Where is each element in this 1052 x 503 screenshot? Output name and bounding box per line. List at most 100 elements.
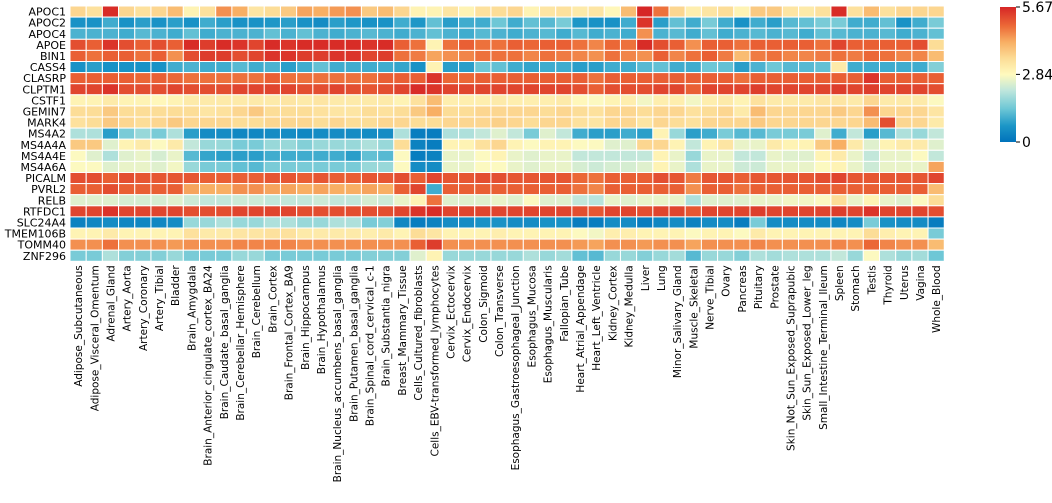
heatmap-cell xyxy=(798,38,816,51)
heatmap-cell xyxy=(263,194,281,207)
heatmap-cell xyxy=(700,183,719,196)
heatmap-cell xyxy=(717,172,735,185)
heatmap-cell xyxy=(344,49,362,63)
heatmap-cell xyxy=(652,94,670,107)
heatmap-cell xyxy=(328,27,346,40)
heatmap-cell xyxy=(571,205,589,218)
heatmap-cell xyxy=(425,27,443,40)
heatmap-cell xyxy=(717,38,735,51)
heatmap-cell xyxy=(717,227,735,240)
heatmap-cell xyxy=(668,249,686,262)
heatmap-cell xyxy=(474,16,492,29)
heatmap-cell xyxy=(506,238,524,251)
heatmap-cell xyxy=(587,5,605,18)
heatmap-cell xyxy=(636,61,654,74)
heatmap-cell xyxy=(199,127,217,140)
heatmap-cell xyxy=(636,149,654,162)
heatmap-cell xyxy=(118,183,136,196)
heatmap-cell xyxy=(846,205,864,218)
heatmap-cell xyxy=(393,61,411,74)
heatmap-cell xyxy=(296,127,314,140)
heatmap-cell xyxy=(85,16,103,29)
heatmap-cell xyxy=(458,27,476,40)
heatmap-cell xyxy=(409,38,427,51)
heatmap-cell xyxy=(360,194,379,207)
heatmap-cell xyxy=(441,49,460,63)
column-label: Skin_Not_Sun_Exposed_Suprapubic xyxy=(785,265,797,451)
heatmap-cell xyxy=(652,149,670,162)
heatmap-cell xyxy=(717,205,735,218)
heatmap-cell xyxy=(539,27,557,40)
heatmap-cell xyxy=(684,172,702,185)
heatmap-cell xyxy=(684,49,702,63)
heatmap-cell xyxy=(636,83,654,96)
heatmap-cell xyxy=(603,238,621,251)
heatmap-cell xyxy=(911,172,929,185)
heatmap-cell xyxy=(668,149,686,162)
heatmap-cell xyxy=(603,105,621,118)
column-label: Small_Intestine_Terminal_Ileum xyxy=(818,265,830,430)
heatmap-cell xyxy=(765,116,783,129)
heatmap-cell xyxy=(101,127,120,140)
heatmap-cell xyxy=(652,172,670,185)
heatmap-cell xyxy=(911,238,929,251)
heatmap-cell xyxy=(668,183,686,196)
heatmap-cell xyxy=(636,160,654,173)
heatmap-cell xyxy=(668,138,686,151)
heatmap-cell xyxy=(814,61,832,74)
heatmap-cell xyxy=(328,205,346,218)
heatmap-cell xyxy=(668,227,686,240)
heatmap-cell xyxy=(700,83,719,96)
heatmap-cell xyxy=(927,172,945,185)
heatmap-cell xyxy=(312,72,330,85)
heatmap-cell xyxy=(506,83,524,96)
heatmap-cell xyxy=(393,216,411,229)
heatmap-cell xyxy=(377,27,395,40)
heatmap-cell xyxy=(879,194,897,207)
heatmap-cell xyxy=(927,5,945,18)
heatmap-cell xyxy=(798,183,816,196)
heatmap-cell xyxy=(69,72,87,85)
heatmap-cell xyxy=(312,205,330,218)
heatmap-cell xyxy=(749,205,767,218)
heatmap-cell xyxy=(118,105,136,118)
heatmap-cell xyxy=(247,216,265,229)
heatmap-cell xyxy=(393,149,411,162)
heatmap-cell xyxy=(150,138,168,151)
column-label: Brain_Cerebellar_Hemisphere xyxy=(235,265,247,420)
heatmap-cell xyxy=(798,138,816,151)
heatmap-cell xyxy=(862,138,880,151)
heatmap-cell xyxy=(684,5,702,18)
heatmap-cell xyxy=(717,127,735,140)
heatmap-cell xyxy=(749,127,767,140)
heatmap-cell xyxy=(215,116,233,129)
heatmap-cell xyxy=(393,83,411,96)
heatmap-cell xyxy=(279,183,298,196)
row-label: MARK4 xyxy=(27,117,66,130)
heatmap-cell xyxy=(296,160,314,173)
column-label: Breast_Mammary_Tissue xyxy=(397,265,409,395)
heatmap-cell xyxy=(765,216,783,229)
heatmap-cell xyxy=(911,127,929,140)
heatmap-cell xyxy=(441,183,460,196)
heatmap-cell xyxy=(134,238,152,251)
heatmap-cell xyxy=(263,83,281,96)
heatmap-cell xyxy=(846,116,864,129)
heatmap-cell xyxy=(733,116,751,129)
heatmap-cell xyxy=(684,227,702,240)
heatmap-cell xyxy=(749,83,767,96)
heatmap-cell xyxy=(166,72,184,85)
heatmap-cell xyxy=(539,38,557,51)
heatmap-cell xyxy=(247,149,265,162)
heatmap-cell xyxy=(118,238,136,251)
heatmap-cell xyxy=(927,183,945,196)
heatmap-cell xyxy=(733,249,751,262)
heatmap-cell xyxy=(199,38,217,51)
heatmap-cell xyxy=(619,116,638,129)
heatmap-cell xyxy=(846,27,864,40)
heatmap-cell xyxy=(166,205,184,218)
heatmap-cell xyxy=(182,149,201,162)
heatmap-cell xyxy=(911,94,929,107)
heatmap-cell xyxy=(247,116,265,129)
heatmap-cell xyxy=(555,227,573,240)
